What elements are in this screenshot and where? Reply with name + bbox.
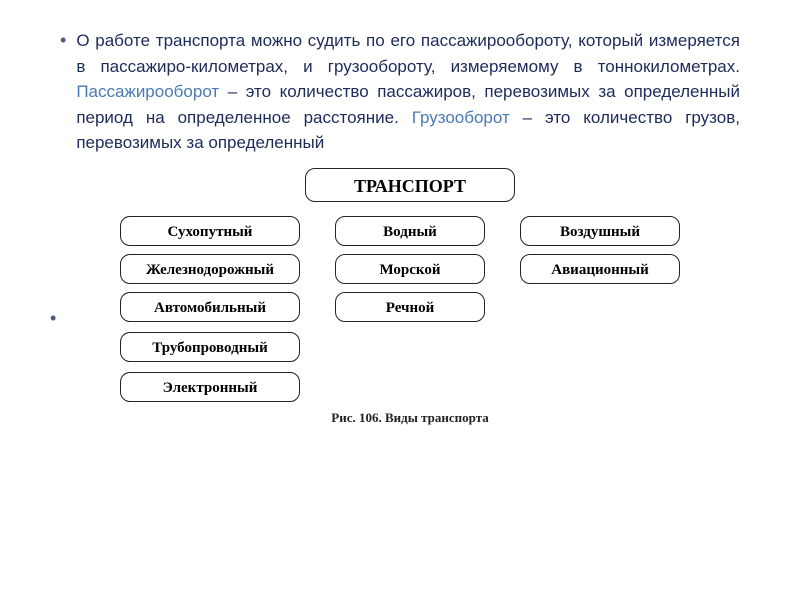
diagram-box: Трубопроводный	[120, 332, 300, 362]
diagram-caption: Рис. 106. Виды транспорта	[300, 410, 520, 426]
diagram-box: Электронный	[120, 372, 300, 402]
transport-diagram: ТРАНСПОРТСухопутный Водный Воздушный Железн…	[100, 168, 700, 448]
bullet-dot-icon: •	[50, 308, 56, 329]
diagram-box: Речной	[335, 292, 485, 322]
diagram-box: Воздушный	[520, 216, 680, 246]
diagram-box: ТРАНСПОРТ	[305, 168, 515, 202]
para-seg1: О работе транспорта можно судить по его …	[76, 31, 740, 76]
diagram-box: Железнодорожный	[120, 254, 300, 284]
diagram-box: Водный	[335, 216, 485, 246]
bullet-paragraph: • О работе транспорта можно судить по ег…	[60, 28, 740, 156]
diagram-box: Морской	[335, 254, 485, 284]
bullet-dot-icon: •	[60, 30, 66, 51]
slide-container: • О работе транспорта можно судить по ег…	[0, 0, 800, 600]
paragraph-text: О работе транспорта можно судить по его …	[76, 28, 740, 156]
para-term2: Грузооборот	[412, 108, 510, 127]
diagram-box: Автомобильный	[120, 292, 300, 322]
para-term1: Пассажирооборот	[76, 82, 219, 101]
diagram-box: Авиационный	[520, 254, 680, 284]
diagram-box: Сухопутный	[120, 216, 300, 246]
